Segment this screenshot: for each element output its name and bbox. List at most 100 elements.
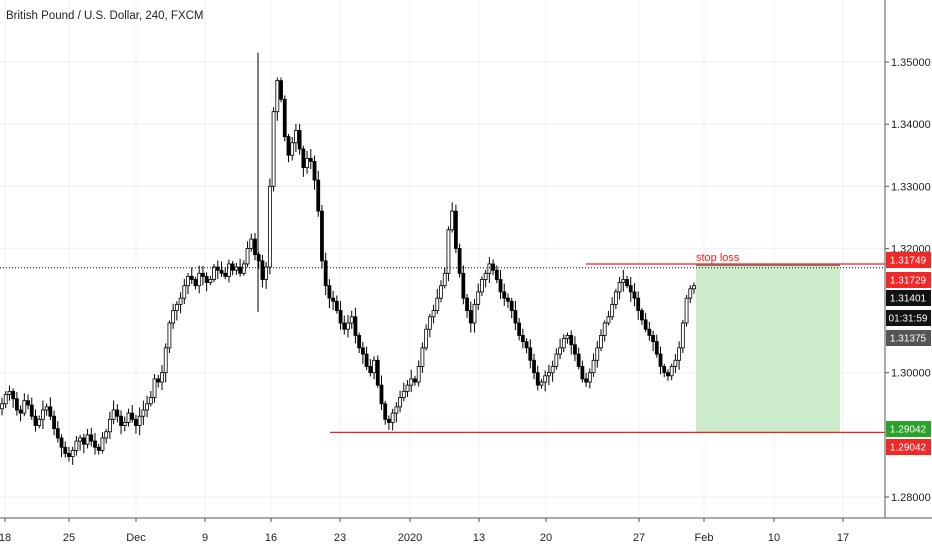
x-tick-label: 18 — [0, 532, 11, 544]
candle-body — [44, 406, 49, 411]
candle-body — [595, 347, 600, 361]
candle-body — [104, 431, 109, 439]
stop-loss-annotation[interactable]: stop loss — [696, 252, 740, 264]
candle — [368, 358, 373, 377]
candle — [130, 405, 135, 423]
candle-body — [468, 310, 473, 324]
x-tick-label: 20 — [540, 532, 552, 544]
candle — [387, 415, 391, 430]
candle-body — [532, 359, 536, 374]
candle-body — [360, 347, 365, 355]
x-tick-label: Dec — [126, 532, 146, 544]
candle-body — [81, 437, 86, 445]
price-badge-label: 1.31375 — [890, 334, 927, 345]
candle — [338, 300, 343, 330]
price-badge-bg — [886, 272, 931, 288]
candle — [517, 318, 522, 341]
candle — [107, 411, 112, 440]
candle-body — [606, 316, 611, 324]
candle-body — [476, 291, 481, 305]
candle-body — [465, 297, 469, 311]
candle-body — [662, 366, 667, 374]
candle-body — [610, 303, 615, 318]
candle-body — [178, 297, 183, 305]
candle-body — [85, 434, 90, 445]
candle — [201, 265, 205, 286]
price-badge-label: 1.31729 — [890, 276, 927, 287]
candle-body — [141, 409, 146, 417]
candle — [100, 432, 105, 454]
candle — [81, 433, 86, 454]
candle — [152, 374, 157, 403]
candle-body — [338, 310, 343, 324]
candle-body — [294, 129, 298, 144]
candle — [316, 170, 321, 217]
candle — [621, 269, 626, 292]
candle-body — [22, 400, 27, 414]
candle-body — [647, 328, 652, 336]
candle-body — [632, 291, 637, 299]
price-badge: 1.31729 — [886, 272, 931, 288]
candle — [160, 365, 164, 391]
candle — [587, 368, 592, 389]
candle-body — [111, 409, 116, 420]
price-badge-label: 1.29042 — [890, 443, 927, 454]
candle — [63, 441, 68, 458]
candle — [427, 313, 432, 338]
profit-zone[interactable] — [696, 265, 840, 433]
candle-body — [491, 263, 495, 271]
candle — [163, 343, 168, 383]
candle — [215, 260, 220, 279]
candle — [613, 288, 618, 310]
price-badge-label: 1.31401 — [890, 294, 927, 305]
candle-body — [134, 418, 138, 426]
candle-body — [223, 272, 228, 277]
candle-body — [137, 415, 142, 426]
candle-body — [160, 372, 164, 383]
candle — [55, 421, 60, 443]
candle — [610, 297, 615, 321]
candle-body — [349, 316, 354, 324]
candle-body — [506, 297, 510, 302]
candle — [524, 338, 529, 354]
candle — [48, 397, 53, 421]
candle — [554, 348, 559, 370]
position-tool[interactable] — [696, 264, 840, 433]
y-tick-label: 1.28000 — [891, 492, 931, 504]
candle-body — [33, 415, 38, 426]
candle-body — [48, 406, 53, 417]
x-tick-label: 9 — [202, 532, 208, 544]
candle-body — [197, 272, 202, 287]
candle-body — [680, 322, 685, 349]
candle-body — [305, 157, 309, 169]
candle — [223, 267, 228, 280]
candle-body — [357, 335, 362, 349]
horizontal-lines[interactable] — [330, 263, 885, 433]
candle — [312, 155, 317, 190]
candle-body — [253, 238, 257, 256]
loss-zone[interactable] — [696, 264, 840, 266]
candle — [59, 434, 64, 458]
candle-body — [353, 316, 358, 336]
candle-body — [245, 248, 250, 265]
candle — [323, 252, 328, 296]
x-tick-label: Feb — [695, 532, 714, 544]
candle — [509, 297, 514, 319]
candle — [457, 243, 462, 278]
candle — [145, 395, 149, 418]
candle-body — [413, 378, 417, 383]
candle — [260, 255, 265, 288]
candle-body — [390, 412, 395, 423]
candle-body — [204, 275, 209, 284]
candle-body — [580, 366, 585, 380]
candle-body — [584, 378, 589, 383]
candle — [483, 269, 488, 288]
candle-body — [327, 285, 332, 299]
x-tick-label: 13 — [473, 532, 485, 544]
candle-body — [375, 359, 380, 386]
candle — [651, 330, 655, 352]
candle-body — [621, 279, 626, 284]
candle — [383, 401, 388, 425]
